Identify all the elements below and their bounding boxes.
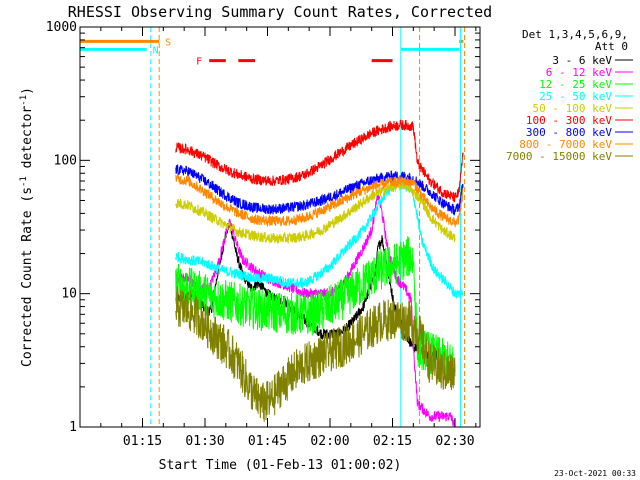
legend-label-4: 50 - 100 keV [533, 102, 613, 115]
y-axis-ticks: 1 10 100 1000 [46, 20, 480, 435]
chart-title: RHESSI Observing Summary Count Rates, Co… [68, 3, 492, 21]
x-axis-label: Start Time (01-Feb-13 01:00:02) [159, 458, 402, 473]
y-axis-label-end: ) [20, 87, 35, 95]
series-line-8 [175, 286, 456, 422]
legend-title-0: Det 1,3,4,5,6,9, [522, 28, 628, 41]
x-tick-label-3: 02:00 [310, 434, 349, 449]
x-tick-label-5: 02:30 [435, 434, 474, 449]
series-line-3 [175, 178, 464, 299]
legend-label-1: 6 - 12 keV [546, 66, 613, 79]
x-tick-label-1: 01:30 [185, 434, 224, 449]
series-line-1 [175, 193, 456, 428]
legend-label-7: 800 - 7000 keV [519, 138, 612, 151]
y-tick-label-0: 1 [69, 420, 77, 435]
y-tick-label-2: 100 [54, 153, 77, 168]
x-tick-label-4: 02:15 [373, 434, 412, 449]
legend-label-6: 300 - 800 keV [526, 126, 612, 139]
legend-label-2: 12 - 25 keV [539, 78, 612, 91]
flag-markers [150, 27, 466, 427]
x-axis-ticks: 01:15 01:30 01:45 02:00 02:15 02:30 [100, 27, 477, 449]
series-line-5 [175, 119, 464, 203]
y-axis-label: Corrected Count Rate (s-1 detector-1) [19, 87, 35, 367]
series-line-4 [175, 179, 456, 245]
flare-label: F [196, 57, 202, 68]
legend-title-1: Att 0 [595, 40, 628, 53]
plot-area-frame [79, 26, 481, 428]
x-tick-label-0: 01:15 [123, 434, 162, 449]
y-axis-label-mid: detector [20, 106, 35, 177]
legend-label-0: 3 - 6 keV [552, 54, 612, 67]
observing-flags: SN F [80, 37, 464, 68]
legend-label-5: 100 - 300 keV [526, 114, 612, 127]
series-line-2 [175, 236, 456, 381]
legend-label-8: 7000 - 15000 keV [506, 150, 612, 163]
x-tick-label-2: 01:45 [248, 434, 287, 449]
legend-label-3: 25 - 50 keV [539, 90, 612, 103]
flag-label-n: N [153, 45, 159, 56]
y-tick-label-1: 10 [61, 287, 77, 302]
y-axis-label-main: Corrected Count Rate (s [20, 187, 35, 367]
y-axis-label-exp-1: -1 [19, 176, 29, 187]
series-line-7 [175, 173, 464, 228]
y-tick-label-3: 1000 [46, 20, 77, 35]
y-axis-label-exp-2: -1 [19, 95, 29, 106]
flag-label-s: S [165, 37, 171, 48]
count-rate-series [175, 119, 464, 428]
timestamp: 23-Oct-2021 00:33 [554, 469, 636, 478]
